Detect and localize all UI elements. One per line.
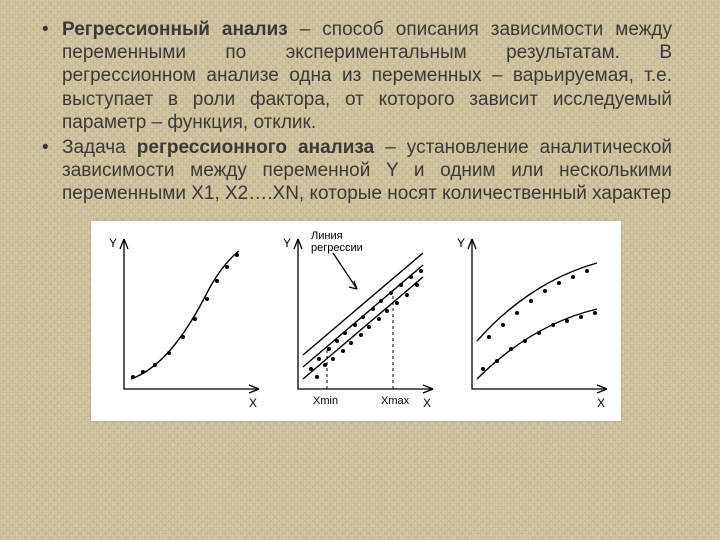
panel2-y-label: Y bbox=[283, 236, 291, 250]
panel1-curve bbox=[131, 251, 239, 379]
panel2-points bbox=[309, 269, 423, 379]
panel2-line-high bbox=[303, 253, 423, 355]
panel2-xmax-label: Xmax bbox=[381, 395, 410, 407]
panel-2: Y X Xmin Xmax Линия регрессии bbox=[283, 230, 433, 410]
bullet-list: Регрессионный анализ – способ описания з… bbox=[40, 18, 672, 205]
panel-1: Y X bbox=[109, 236, 259, 410]
panel1-points bbox=[131, 253, 239, 379]
regression-figure: Y X Y X Xmin Xmax Линия регресси bbox=[91, 221, 621, 421]
panel3-curve-high bbox=[477, 263, 597, 341]
panel2-xmin-label: Xmin bbox=[313, 395, 338, 407]
panel2-regression-label-2: регрессии bbox=[311, 242, 363, 254]
panel3-curve-low bbox=[477, 309, 597, 379]
panel3-x-label: X bbox=[597, 396, 605, 410]
panel2-callout-arrow bbox=[333, 253, 357, 289]
panel2-x-label: X bbox=[423, 396, 431, 410]
panel1-y-label: Y bbox=[109, 236, 117, 250]
panel1-x-label: X bbox=[249, 396, 257, 410]
bullet-1: Регрессионный анализ – способ описания з… bbox=[40, 18, 672, 134]
panel3-y-label: Y bbox=[457, 236, 465, 250]
panel2-regression-label-1: Линия bbox=[311, 230, 343, 242]
bullet-2: Задача регрессионного анализа – установл… bbox=[40, 136, 672, 206]
panel2-line-low bbox=[303, 277, 423, 379]
panel-3: Y X bbox=[457, 236, 607, 410]
figure-container: Y X Y X Xmin Xmax Линия регресси bbox=[40, 221, 672, 421]
